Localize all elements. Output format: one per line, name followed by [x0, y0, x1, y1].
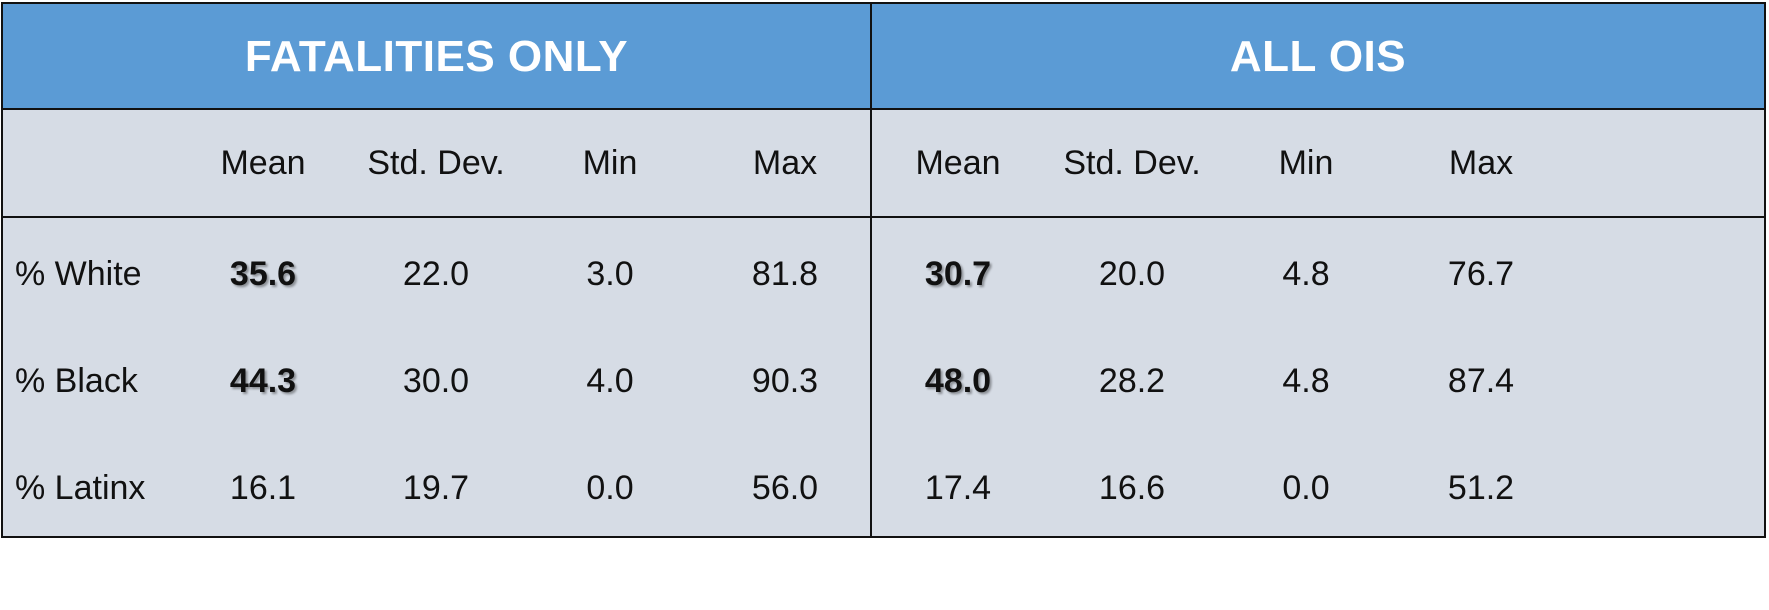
group-header-row: FATALITIES ONLY ALL OIS — [3, 4, 1764, 110]
stats-table: FATALITIES ONLY ALL OIS Mean Std. Dev. Min… — [1, 2, 1766, 538]
table-cell-fatalities-mean: 44.3 — [229, 362, 297, 400]
table-cell-all-ois-mean: 17.4 — [924, 469, 992, 507]
row-label: % White — [15, 255, 142, 293]
column-header-fatalities-min: Min — [582, 144, 638, 182]
table-cell-fatalities-max: 56.0 — [751, 469, 819, 507]
table-cell-fatalities-min: 3.0 — [586, 255, 634, 293]
column-header-all_ois-mean: Mean — [915, 144, 1001, 182]
column-header-fatalities-mean: Mean — [220, 144, 306, 182]
table-cell-all-ois-min: 4.8 — [1282, 255, 1330, 293]
table-cell-all-ois-max: 87.4 — [1447, 362, 1515, 400]
table-cell-fatalities-max: 81.8 — [751, 255, 819, 293]
table-cell-fatalities-max: 90.3 — [751, 362, 819, 400]
table-cell-all-ois-std-dev: 28.2 — [1098, 362, 1166, 400]
table-cell-all-ois-max: 76.7 — [1447, 255, 1515, 293]
table-cell-all-ois-std-dev: 16.6 — [1098, 469, 1166, 507]
table-cell-fatalities-std-dev: 19.7 — [402, 469, 470, 507]
column-header-fatalities-std-dev: Std. Dev. — [367, 144, 505, 182]
column-header-all_ois-std-dev: Std. Dev. — [1063, 144, 1201, 182]
group-title-all-ois: ALL OIS — [1229, 32, 1407, 81]
table-cell-all-ois-mean: 30.7 — [924, 255, 992, 293]
column-header-all_ois-min: Min — [1278, 144, 1334, 182]
table-cell-fatalities-mean: 16.1 — [229, 469, 297, 507]
column-header-row: Mean Std. Dev. Min Max Mean Std. Dev. Min Max — [3, 110, 1764, 218]
table-cell-fatalities-std-dev: 22.0 — [402, 255, 470, 293]
table-cell-fatalities-mean: 35.6 — [229, 255, 297, 293]
table-cell-fatalities-min: 0.0 — [586, 469, 634, 507]
group-title-fatalities: FATALITIES ONLY — [244, 32, 629, 81]
group-divider — [870, 4, 872, 536]
row-label: % Black — [15, 362, 138, 400]
table-cell-all-ois-std-dev: 20.0 — [1098, 255, 1166, 293]
column-header-all_ois-max: Max — [1448, 144, 1514, 182]
column-header-fatalities-max: Max — [752, 144, 818, 182]
table-cell-all-ois-min: 0.0 — [1282, 469, 1330, 507]
table-cell-all-ois-mean: 48.0 — [924, 362, 992, 400]
table-cell-fatalities-std-dev: 30.0 — [402, 362, 470, 400]
table-cell-fatalities-min: 4.0 — [586, 362, 634, 400]
table-cell-all-ois-min: 4.8 — [1282, 362, 1330, 400]
table-cell-all-ois-max: 51.2 — [1447, 469, 1515, 507]
row-label: % Latinx — [15, 469, 146, 507]
